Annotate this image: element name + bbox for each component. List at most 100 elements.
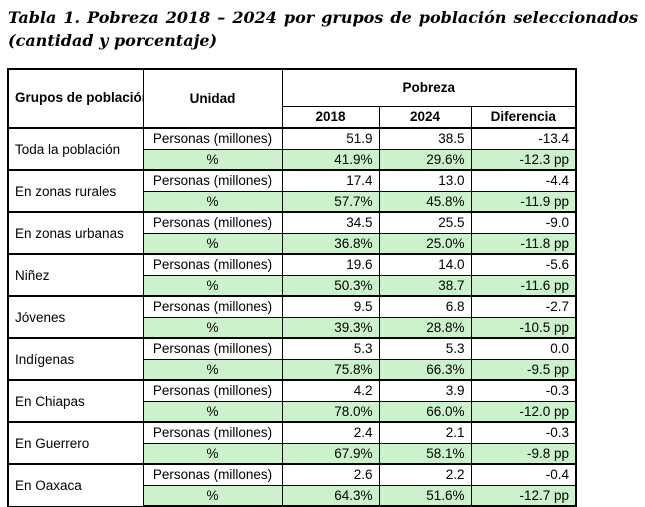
value-2018-count: 9.5 [281, 295, 380, 318]
value-diff-count: -0.4 [470, 463, 577, 486]
value-2024-count: 14.0 [378, 253, 472, 276]
value-2018-count: 34.5 [281, 211, 380, 234]
table-row: % 78.0% 66.0% -12.0 pp [8, 400, 577, 423]
table-row: Toda la población Personas (millones) 51.9… [7, 127, 577, 171]
header-pobreza: Pobreza [281, 68, 577, 107]
value-2024-count: 13.0 [378, 169, 472, 192]
value-diff-percent: -12.7 pp [470, 484, 577, 507]
value-2018-count: 4.2 [281, 379, 380, 402]
unit-label-percent: % [142, 148, 283, 171]
group-label: En Chiapas [7, 379, 144, 423]
value-diff-percent: -10.5 pp [470, 316, 577, 339]
value-2018-percent: 36.8% [281, 232, 380, 255]
value-2018-count: 2.4 [281, 421, 380, 444]
value-diff-percent: -9.5 pp [470, 358, 577, 381]
value-2018-count: 5.3 [281, 337, 380, 360]
value-2024-count: 3.9 [378, 379, 472, 402]
table-row: En Guerrero Personas (millones) 2.4 2.1 -0.3 [7, 421, 577, 465]
header-unidad: Unidad [142, 68, 283, 129]
value-diff-percent: -11.9 pp [470, 190, 577, 213]
value-2018-count: 19.6 [281, 253, 380, 276]
table-row: Niñez Personas (millones) 19.6 14.0 -5.6 [7, 253, 577, 297]
unit-label-personas: Personas (millones) [142, 169, 283, 192]
value-2018-percent: 57.7% [281, 190, 380, 213]
value-diff-count: -2.7 [470, 295, 577, 318]
table-header: Grupos de población Unidad Pobreza 2018 … [7, 68, 577, 129]
table-row: % 39.3% 28.8% -10.5 pp [8, 316, 577, 339]
table-row: % 64.3% 51.6% -12.7 pp [8, 484, 577, 507]
table-title: Tabla 1. Pobreza 2018 – 2024 por grupos … [8, 8, 638, 51]
table-row: Indígenas Personas (millones) 5.3 5.3 0.0 [7, 337, 577, 381]
table-body: Toda la población Personas (millones) 51.9… [7, 127, 577, 507]
value-2018-percent: 67.9% [281, 442, 380, 465]
table-row: Jóvenes Personas (millones) 9.5 6.8 -2.7 [7, 295, 577, 339]
value-2018-count: 17.4 [281, 169, 380, 192]
value-2024-count: 5.3 [378, 337, 472, 360]
value-2018-percent: 64.3% [281, 484, 380, 507]
unit-label-percent: % [142, 274, 283, 297]
unit-label-personas: Personas (millones) [142, 211, 283, 234]
table-row: % 41.9% 29.6% -12.3 pp [8, 148, 577, 171]
value-diff-count: 0.0 [470, 337, 577, 360]
table-row: En zonas urbanas Personas (millones) 34.5 2… [7, 211, 577, 255]
value-2018-percent: 50.3% [281, 274, 380, 297]
value-2024-count: 25.5 [378, 211, 472, 234]
group-label: En zonas urbanas [7, 211, 144, 255]
unit-label-percent: % [142, 358, 283, 381]
table-row: % 36.8% 25.0% -11.8 pp [8, 232, 577, 255]
value-2024-percent: 38.7 [378, 274, 472, 297]
unit-label-percent: % [142, 316, 283, 339]
value-2018-count: 51.9 [281, 127, 380, 150]
value-diff-percent: -12.0 pp [470, 400, 577, 423]
pobreza-table: Grupos de población Unidad Pobreza 2018 … [7, 68, 578, 507]
value-2024-percent: 28.8% [378, 316, 472, 339]
unit-label-percent: % [142, 190, 283, 213]
value-2024-count: 6.8 [378, 295, 472, 318]
group-label: En Oaxaca [7, 463, 144, 507]
group-label: Niñez [7, 253, 144, 297]
value-diff-count: -0.3 [470, 379, 577, 402]
value-diff-percent: -9.8 pp [470, 442, 577, 465]
value-2018-percent: 39.3% [281, 316, 380, 339]
header-grupos-de-poblacion: Grupos de población [7, 68, 144, 129]
unit-label-personas: Personas (millones) [142, 295, 283, 318]
unit-label-percent: % [142, 232, 283, 255]
table-row: % 67.9% 58.1% -9.8 pp [8, 442, 577, 465]
group-label: Indígenas [7, 337, 144, 381]
value-diff-count: -13.4 [470, 127, 577, 150]
value-2018-percent: 41.9% [281, 148, 380, 171]
value-2024-percent: 29.6% [378, 148, 472, 171]
header-year-2018: 2018 [281, 105, 380, 129]
unit-label-personas: Personas (millones) [142, 337, 283, 360]
group-label: Toda la población [7, 127, 144, 171]
header-year-2024: 2024 [378, 105, 472, 129]
value-diff-percent: -11.6 pp [470, 274, 577, 297]
header-diferencia: Diferencia [470, 105, 577, 129]
value-2024-count: 2.2 [378, 463, 472, 486]
unit-label-personas: Personas (millones) [142, 421, 283, 444]
unit-label-personas: Personas (millones) [142, 463, 283, 486]
value-2024-count: 38.5 [378, 127, 472, 150]
unit-label-percent: % [142, 484, 283, 507]
value-diff-count: -5.6 [470, 253, 577, 276]
group-label: En zonas rurales [7, 169, 144, 213]
unit-label-percent: % [142, 400, 283, 423]
value-2024-percent: 25.0% [378, 232, 472, 255]
value-diff-count: -4.4 [470, 169, 577, 192]
value-2024-percent: 45.8% [378, 190, 472, 213]
value-diff-count: -0.3 [470, 421, 577, 444]
value-2018-percent: 75.8% [281, 358, 380, 381]
unit-label-personas: Personas (millones) [142, 127, 283, 150]
value-diff-count: -9.0 [470, 211, 577, 234]
value-2024-percent: 66.0% [378, 400, 472, 423]
value-diff-percent: -11.8 pp [470, 232, 577, 255]
table-row: % 75.8% 66.3% -9.5 pp [8, 358, 577, 381]
group-label: Jóvenes [7, 295, 144, 339]
table-row: % 50.3% 38.7 -11.6 pp [8, 274, 577, 297]
unit-label-personas: Personas (millones) [142, 253, 283, 276]
value-2024-count: 2.1 [378, 421, 472, 444]
table-row: En Oaxaca Personas (millones) 2.6 2.2 -0.4 [7, 463, 577, 507]
value-2018-percent: 78.0% [281, 400, 380, 423]
unit-label-personas: Personas (millones) [142, 379, 283, 402]
